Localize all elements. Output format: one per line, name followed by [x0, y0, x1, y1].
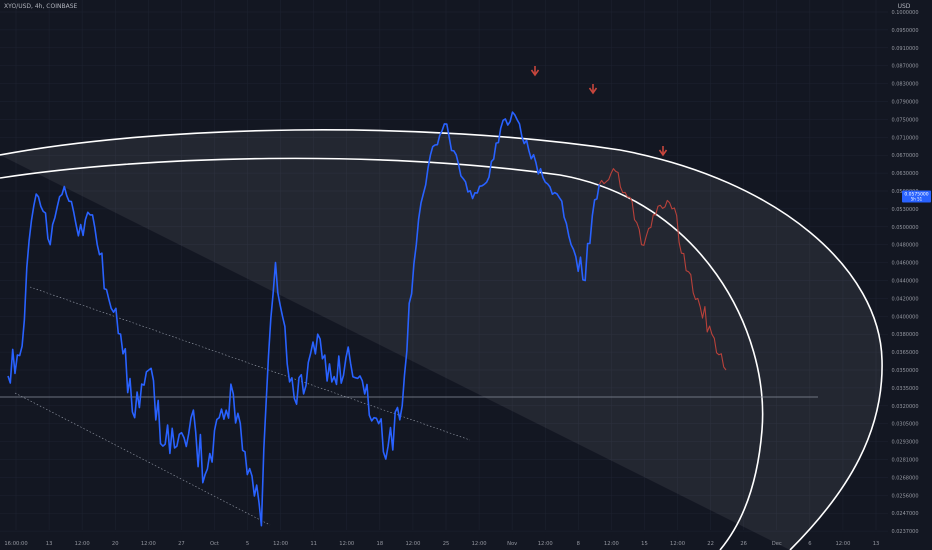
arc-inner	[0, 157, 764, 550]
y-tick-label-17: 0.0400000	[891, 314, 918, 320]
drawing-shapes	[0, 129, 883, 550]
y-tick-label-20: 0.0350000	[891, 368, 918, 374]
x-tick-label-23: Dec	[772, 541, 782, 547]
x-tick-label-13: 25	[443, 541, 450, 547]
x-tick-label-26: 13	[873, 541, 880, 547]
y-tick-label-15: 0.0440000	[891, 279, 918, 285]
x-tick-label-2: 12:00	[75, 541, 90, 547]
x-tick-label-4: 12:00	[141, 541, 156, 547]
series-line-history	[7, 111, 601, 527]
symbol-label[interactable]: XYO/USD	[4, 3, 32, 10]
x-tick-label-22: 26	[740, 541, 747, 547]
x-tick-label-5: 27	[178, 541, 185, 547]
y-tick-label-25: 0.0281000	[891, 458, 918, 464]
y-tick-label-12: 0.0500000	[891, 225, 918, 231]
y-tick-label-14: 0.0460000	[891, 261, 918, 267]
chart-grid	[0, 0, 888, 532]
x-tick-label-15: Nov	[507, 541, 517, 547]
y-tick-label-11: 0.0530000	[891, 207, 918, 213]
y-tick-label-6: 0.0750000	[891, 117, 918, 123]
y-tick-label-13: 0.0480000	[891, 243, 918, 249]
y-tick-label-22: 0.0320000	[891, 404, 918, 410]
y-tick-label-21: 0.0335000	[891, 386, 918, 392]
x-tick-label-19: 15	[641, 541, 648, 547]
down-arrow-icon-1	[530, 66, 540, 77]
x-tick-label-11: 18	[377, 541, 384, 547]
x-tick-label-3: 20	[112, 541, 119, 547]
x-tick-label-20: 12:00	[670, 541, 685, 547]
y-tick-label-18: 0.0380000	[891, 332, 918, 338]
y-tick-label-16: 0.0420000	[891, 296, 918, 302]
x-tick-label-8: 12:00	[273, 541, 288, 547]
y-tick-label-27: 0.0256000	[891, 493, 918, 499]
x-tick-label-9: 11	[310, 541, 317, 547]
y-tick-label-26: 0.0268000	[891, 475, 918, 481]
y-tick-label-28: 0.0247000	[891, 511, 918, 517]
x-tick-label-7: 5	[246, 541, 249, 547]
x-tick-label-0: 16:00:00	[4, 541, 27, 547]
x-tick-label-25: 12:00	[835, 541, 850, 547]
header-sep-1: ,	[31, 3, 35, 10]
series-layer	[7, 111, 727, 527]
y-tick-label-24: 0.0293000	[891, 440, 918, 446]
y-tick-label-9: 0.0630000	[891, 171, 918, 177]
exchange-label: COINBASE	[46, 3, 78, 10]
y-tick-label-0: 0.1000000	[891, 10, 918, 16]
y-tick-label-2: 0.0910000	[891, 46, 918, 52]
y-tick-label-7: 0.0710000	[891, 135, 918, 141]
x-tick-label-1: 13	[46, 541, 53, 547]
chart-header: XYO/USD, 4h, COINBASE	[4, 3, 77, 10]
y-tick-label-5: 0.0790000	[891, 100, 918, 106]
time-axis: 16:00:00 13 12:00 20 12:00 27 Oct 5 12:00 11 12:00…	[4, 541, 879, 547]
y-tick-label-4: 0.0830000	[891, 82, 918, 88]
y-tick-label-1: 0.0950000	[891, 28, 918, 34]
trendline-lower	[14, 392, 271, 526]
y-tick-label-29: 0.0237000	[891, 529, 918, 535]
current-price-label: 0.0575000	[904, 191, 928, 197]
series-line-projection	[598, 168, 727, 371]
x-tick-label-10: 12:00	[339, 541, 354, 547]
y-tick-label-19: 0.0365000	[891, 350, 918, 356]
axis-unit-label: USD	[898, 3, 911, 10]
x-tick-label-21: 22	[707, 541, 714, 547]
x-tick-label-24: 6	[808, 541, 811, 547]
x-tick-label-12: 12:00	[405, 541, 420, 547]
marker-arrows	[530, 66, 668, 157]
y-tick-label-8: 0.0670000	[891, 153, 918, 159]
down-arrow-icon-3	[658, 146, 668, 157]
interval-label[interactable]: 4h	[34, 3, 43, 10]
y-tick-label-23: 0.0305000	[891, 422, 918, 428]
y-tick-label-3: 0.0870000	[891, 64, 918, 70]
x-tick-label-16: 12:00	[538, 541, 553, 547]
x-tick-label-18: 12:00	[604, 541, 619, 547]
x-tick-label-14: 12:00	[472, 541, 487, 547]
arc-outer	[0, 129, 883, 550]
x-tick-label-17: 8	[577, 541, 580, 547]
x-tick-label-6: Oct	[210, 541, 219, 547]
current-price-countdown: 5h 51	[911, 196, 923, 201]
trendline-upper	[29, 286, 471, 441]
header-sep-2: ,	[42, 3, 47, 10]
down-arrow-icon-2	[588, 84, 598, 95]
